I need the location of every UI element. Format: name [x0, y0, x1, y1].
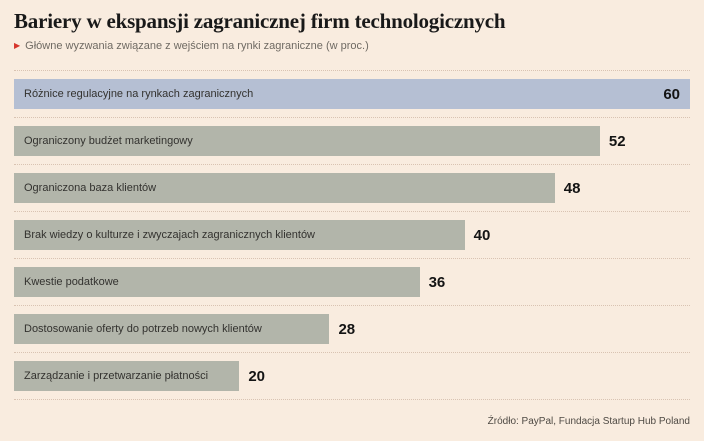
bar-value-label: 60: [663, 85, 680, 103]
bar-category-label: Ograniczona baza klientów: [24, 182, 157, 194]
chart-row: Brak wiedzy o kulturze i zwyczajach zagr…: [14, 212, 690, 259]
chart-header: Bariery w ekspansji zagranicznej firm te…: [0, 0, 704, 53]
bar-6: Dostosowanie oferty do potrzeb nowych kl…: [14, 314, 330, 344]
bar-chart: Różnice regulacyjne na rynkach zagranicz…: [14, 70, 690, 400]
bar-category-label: Brak wiedzy o kulturze i zwyczajach zagr…: [24, 229, 316, 241]
source-note: Źródło: PayPal, Fundacja Startup Hub Pol…: [487, 416, 690, 427]
bullet-triangle-icon: ▶: [14, 41, 21, 50]
bar-value-label: 52: [608, 132, 626, 150]
bar-7: Zarządzanie i przetwarzanie płatności: [14, 361, 240, 391]
bar-category-label: Różnice regulacyjne na rynkach zagranicz…: [24, 88, 254, 100]
bar-category-label: Zarządzanie i przetwarzanie płatności: [24, 370, 209, 382]
bar-value-label: 28: [338, 320, 356, 338]
bar-category-label: Ograniczony budżet marketingowy: [24, 135, 193, 147]
chart-subtitle: ▶ Główne wyzwania związane z wejściem na…: [14, 39, 690, 53]
chart-row: Dostosowanie oferty do potrzeb nowych kl…: [14, 306, 690, 353]
chart-row: Ograniczona baza klientów 48: [14, 165, 690, 212]
chart-row: Różnice regulacyjne na rynkach zagranicz…: [14, 71, 690, 118]
chart-row: Kwestie podatkowe 36: [14, 259, 690, 306]
bar-4: Brak wiedzy o kulturze i zwyczajach zagr…: [14, 220, 465, 250]
chart-row: Ograniczony budżet marketingowy 52: [14, 118, 690, 165]
page-title: Bariery w ekspansji zagranicznej firm te…: [14, 9, 506, 33]
bar-value-label: 36: [428, 273, 446, 291]
bar-2: Ograniczony budżet marketingowy: [14, 126, 600, 156]
bar-3: Ograniczona baza klientów: [14, 173, 555, 203]
chart-subtitle-text: Główne wyzwania związane z wejściem na r…: [25, 40, 369, 52]
bar-category-label: Kwestie podatkowe: [24, 276, 119, 288]
chart-row: Zarządzanie i przetwarzanie płatności 20: [14, 353, 690, 400]
bar-value-label: 20: [248, 367, 266, 385]
bar-1: Różnice regulacyjne na rynkach zagranicz…: [14, 79, 690, 109]
bar-5: Kwestie podatkowe: [14, 267, 420, 297]
bar-category-label: Dostosowanie oferty do potrzeb nowych kl…: [24, 323, 262, 335]
bar-value-label: 48: [563, 179, 581, 197]
bar-value-label: 40: [473, 226, 491, 244]
